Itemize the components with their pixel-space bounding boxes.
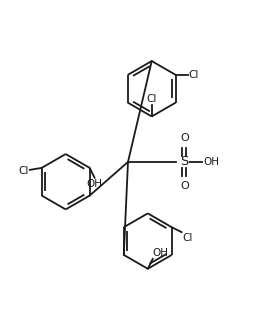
Text: OH: OH — [203, 157, 219, 167]
Text: O: O — [180, 181, 189, 191]
Text: O: O — [180, 133, 189, 143]
Text: Cl: Cl — [183, 233, 193, 243]
Text: OH: OH — [153, 248, 169, 258]
Text: S: S — [180, 155, 188, 168]
Text: Cl: Cl — [188, 70, 199, 80]
Text: Cl: Cl — [147, 94, 157, 104]
Text: Cl: Cl — [19, 166, 29, 176]
Text: OH: OH — [87, 179, 103, 189]
